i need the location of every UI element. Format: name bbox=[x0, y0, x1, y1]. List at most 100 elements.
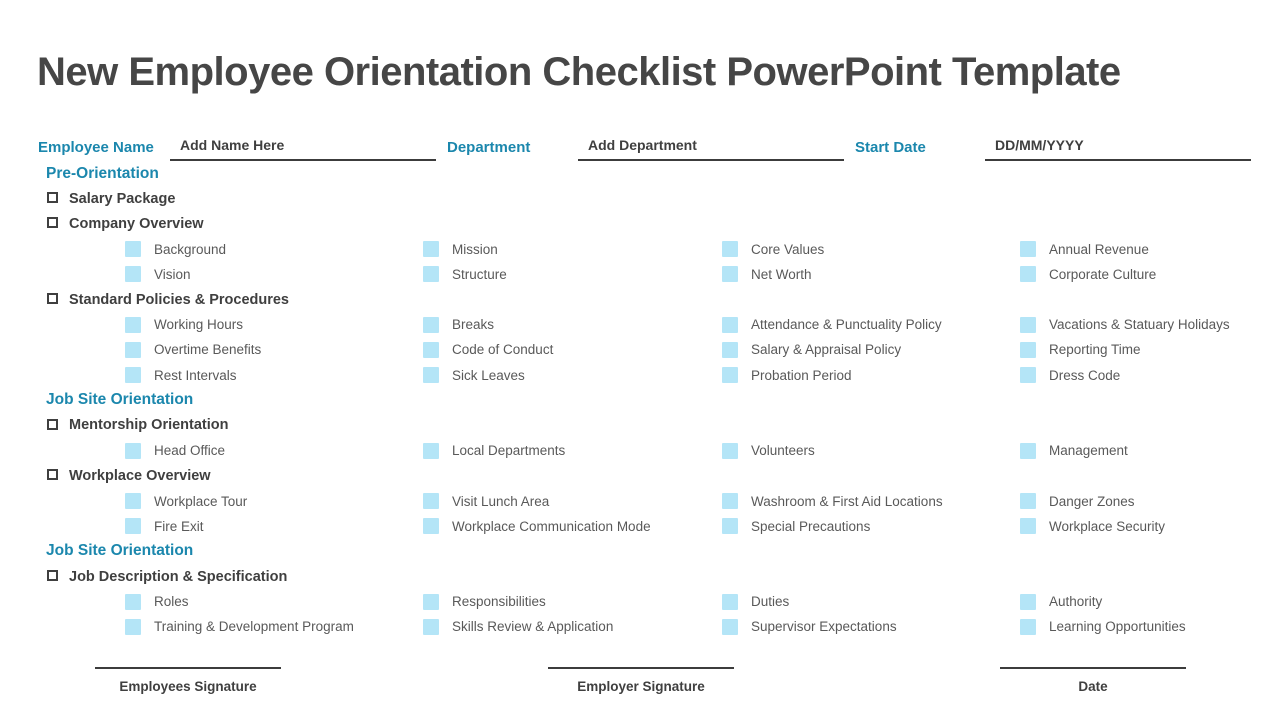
group-checkbox-icon[interactable] bbox=[47, 570, 58, 582]
item-label: Sick Leaves bbox=[452, 367, 525, 383]
item-label: Fire Exit bbox=[154, 518, 204, 534]
checklist-item: Washroom & First Aid Locations bbox=[722, 493, 1020, 510]
group-label: Workplace Overview bbox=[69, 467, 211, 484]
item-checkbox-icon[interactable] bbox=[423, 367, 439, 384]
item-checkbox-icon[interactable] bbox=[722, 618, 738, 635]
item-checkbox-icon[interactable] bbox=[1020, 367, 1036, 384]
item-label: Dress Code bbox=[1049, 367, 1121, 383]
item-checkbox-icon[interactable] bbox=[423, 316, 439, 333]
checklist-row: Roles Responsibilities Duties Authority bbox=[38, 589, 1252, 614]
group-checkbox-icon[interactable] bbox=[47, 192, 58, 204]
start-date-field[interactable]: DD/MM/YYYY bbox=[985, 132, 1251, 161]
item-checkbox-icon[interactable] bbox=[423, 493, 439, 510]
item-checkbox-icon[interactable] bbox=[125, 618, 141, 635]
employee-name-field[interactable]: Add Name Here bbox=[170, 132, 436, 161]
checklist-group: Standard Policies & Procedures bbox=[38, 287, 1252, 312]
checklist-group: Workplace Overview bbox=[38, 463, 1252, 488]
item-label: Structure bbox=[452, 266, 507, 282]
item-checkbox-icon[interactable] bbox=[722, 367, 738, 384]
checklist-item: Attendance & Punctuality Policy bbox=[722, 316, 1020, 333]
checklist-row: Rest Intervals Sick Leaves Probation Perio… bbox=[38, 363, 1252, 388]
item-label: Net Worth bbox=[751, 266, 812, 282]
checklist-row: Working Hours Breaks Attendance & Punctual… bbox=[38, 312, 1252, 337]
checklist-item: Authority bbox=[1020, 593, 1252, 610]
item-checkbox-icon[interactable] bbox=[1020, 593, 1036, 610]
checklist-item: Workplace Tour bbox=[125, 493, 423, 510]
checklist-item: Volunteers bbox=[722, 442, 1020, 459]
checklist-item: Code of Conduct bbox=[423, 341, 722, 358]
item-checkbox-icon[interactable] bbox=[125, 442, 141, 459]
item-label: Volunteers bbox=[751, 443, 815, 459]
group-label: Standard Policies & Procedures bbox=[69, 291, 289, 308]
checklist-item: Danger Zones bbox=[1020, 493, 1252, 510]
group-checkbox-icon[interactable] bbox=[47, 293, 58, 305]
employer-signature-line: Employer Signature bbox=[548, 667, 734, 694]
item-checkbox-icon[interactable] bbox=[722, 518, 738, 535]
item-checkbox-icon[interactable] bbox=[125, 241, 141, 258]
group-checkbox-icon[interactable] bbox=[47, 217, 58, 229]
checklist-item: Fire Exit bbox=[125, 518, 423, 535]
group-label: Mentorship Orientation bbox=[69, 417, 229, 434]
item-checkbox-icon[interactable] bbox=[1020, 266, 1036, 283]
item-checkbox-icon[interactable] bbox=[125, 341, 141, 358]
item-checkbox-icon[interactable] bbox=[1020, 518, 1036, 535]
checklist-item: Net Worth bbox=[722, 266, 1020, 283]
page-title: New Employee Orientation Checklist Power… bbox=[37, 50, 1121, 94]
checklist-item: Sick Leaves bbox=[423, 367, 722, 384]
checklist-item: Local Departments bbox=[423, 442, 722, 459]
item-label: Local Departments bbox=[452, 443, 566, 459]
item-checkbox-icon[interactable] bbox=[1020, 341, 1036, 358]
item-checkbox-icon[interactable] bbox=[1020, 316, 1036, 333]
item-checkbox-icon[interactable] bbox=[722, 266, 738, 283]
checklist-item: Workplace Communication Mode bbox=[423, 518, 722, 535]
item-label: Attendance & Punctuality Policy bbox=[751, 317, 942, 333]
item-checkbox-icon[interactable] bbox=[423, 618, 439, 635]
item-checkbox-icon[interactable] bbox=[1020, 618, 1036, 635]
item-label: Skills Review & Application bbox=[452, 619, 614, 635]
item-checkbox-icon[interactable] bbox=[423, 341, 439, 358]
item-label: Breaks bbox=[452, 317, 495, 333]
item-checkbox-icon[interactable] bbox=[722, 316, 738, 333]
group-checkbox-icon[interactable] bbox=[47, 469, 58, 481]
item-checkbox-icon[interactable] bbox=[1020, 241, 1036, 258]
item-checkbox-icon[interactable] bbox=[1020, 442, 1036, 459]
item-checkbox-icon[interactable] bbox=[125, 593, 141, 610]
item-checkbox-icon[interactable] bbox=[125, 316, 141, 333]
checklist-group: Job Description & Specification bbox=[38, 564, 1252, 589]
checklist-item: Head Office bbox=[125, 442, 423, 459]
item-label: Code of Conduct bbox=[452, 342, 554, 358]
checklist-item: Duties bbox=[722, 593, 1020, 610]
item-label: Authority bbox=[1049, 594, 1103, 610]
item-checkbox-icon[interactable] bbox=[423, 442, 439, 459]
item-checkbox-icon[interactable] bbox=[722, 593, 738, 610]
item-checkbox-icon[interactable] bbox=[722, 493, 738, 510]
checklist-sections: Pre-Orientation Salary Package Company Ove… bbox=[38, 161, 1252, 640]
item-checkbox-icon[interactable] bbox=[423, 241, 439, 258]
item-checkbox-icon[interactable] bbox=[722, 241, 738, 258]
checklist-item: Mission bbox=[423, 241, 722, 258]
item-checkbox-icon[interactable] bbox=[423, 518, 439, 535]
item-checkbox-icon[interactable] bbox=[423, 593, 439, 610]
item-checkbox-icon[interactable] bbox=[125, 518, 141, 535]
item-checkbox-icon[interactable] bbox=[423, 266, 439, 283]
group-label: Job Description & Specification bbox=[69, 568, 288, 585]
checklist-item: Core Values bbox=[722, 241, 1020, 258]
checklist-item: Learning Opportunities bbox=[1020, 618, 1252, 635]
checklist-item: Working Hours bbox=[125, 316, 423, 333]
department-field[interactable]: Add Department bbox=[578, 132, 844, 161]
item-checkbox-icon[interactable] bbox=[125, 367, 141, 384]
checklist-group: Company Overview bbox=[38, 211, 1252, 236]
item-checkbox-icon[interactable] bbox=[1020, 493, 1036, 510]
department-label: Department bbox=[447, 139, 531, 156]
item-checkbox-icon[interactable] bbox=[125, 493, 141, 510]
checklist-row: Fire Exit Workplace Communication Mode Spe… bbox=[38, 514, 1252, 539]
checklist-item: Overtime Benefits bbox=[125, 341, 423, 358]
checklist-group: Mentorship Orientation bbox=[38, 413, 1252, 438]
checklist-item: Roles bbox=[125, 593, 423, 610]
group-checkbox-icon[interactable] bbox=[47, 418, 58, 430]
item-label: Responsibilities bbox=[452, 594, 546, 610]
item-checkbox-icon[interactable] bbox=[722, 341, 738, 358]
item-checkbox-icon[interactable] bbox=[722, 442, 738, 459]
item-checkbox-icon[interactable] bbox=[125, 266, 141, 283]
group-label: Company Overview bbox=[69, 215, 204, 232]
